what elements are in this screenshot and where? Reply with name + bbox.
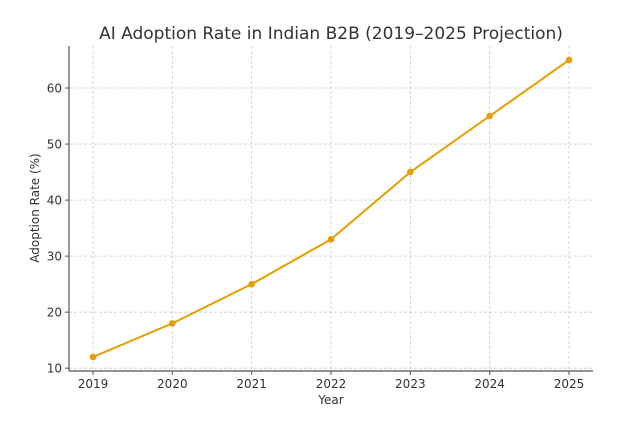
x-axis-ticks: 2019 2020 2021 2022 2023 2024 2025 — [78, 371, 585, 391]
y-tick-label: 50 — [47, 138, 62, 152]
x-tick-label: 2022 — [316, 377, 347, 391]
y-axis-label: Adoption Rate (%) — [28, 153, 42, 262]
y-tick-label: 60 — [47, 82, 62, 96]
y-tick-label: 10 — [47, 362, 62, 376]
y-tick-label: 40 — [47, 194, 62, 208]
x-axis-label: Year — [317, 393, 343, 407]
x-tick-label: 2019 — [78, 377, 109, 391]
data-point — [565, 56, 573, 64]
series-layer — [89, 56, 573, 361]
x-tick-label: 2021 — [236, 377, 267, 391]
y-axis-ticks: 10 20 30 40 50 60 — [47, 82, 69, 376]
x-tick-label: 2023 — [395, 377, 426, 391]
data-point — [89, 353, 97, 361]
y-tick-label: 20 — [47, 306, 62, 320]
data-point — [407, 168, 414, 176]
data-point — [327, 236, 335, 243]
data-point — [169, 320, 176, 327]
x-tick-label: 2020 — [157, 377, 188, 391]
grid — [69, 46, 593, 371]
x-tick-label: 2025 — [554, 377, 585, 391]
x-tick-label: 2024 — [474, 377, 505, 391]
chart-title: AI Adoption Rate in Indian B2B (2019–202… — [99, 24, 563, 44]
y-tick-label: 30 — [47, 250, 62, 264]
data-point — [486, 112, 493, 120]
data-point — [248, 280, 255, 288]
